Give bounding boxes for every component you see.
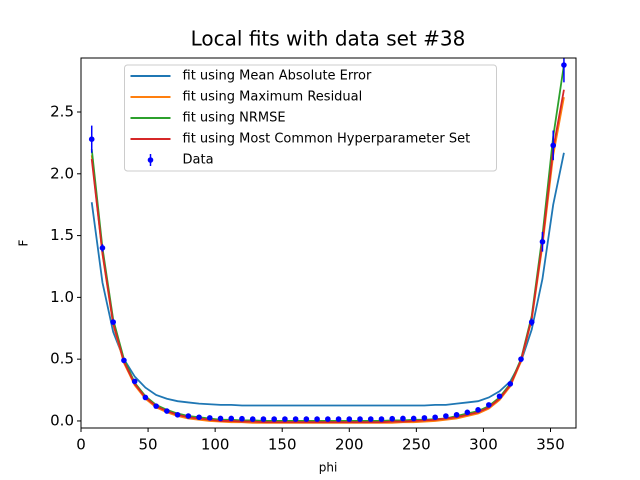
legend: fit using Mean Absolute Error fit using M… bbox=[124, 64, 497, 172]
x-tick-label: 100 bbox=[201, 436, 230, 454]
legend-box bbox=[124, 64, 497, 172]
data-point bbox=[539, 238, 546, 245]
data-point bbox=[217, 415, 224, 422]
data-point bbox=[271, 416, 277, 422]
data-point bbox=[88, 136, 95, 142]
data-point bbox=[325, 416, 331, 422]
data-point bbox=[496, 393, 503, 400]
data-point bbox=[99, 245, 106, 251]
data-point bbox=[260, 416, 267, 422]
data-point bbox=[239, 415, 245, 422]
data-point bbox=[164, 408, 170, 414]
y-tick-label: 2.0 bbox=[50, 164, 74, 182]
data-point bbox=[443, 413, 449, 419]
data-point bbox=[121, 357, 127, 364]
data-point bbox=[378, 416, 385, 422]
data-point bbox=[282, 416, 288, 422]
y-tick-label: 0.5 bbox=[50, 350, 74, 368]
data-point bbox=[432, 414, 438, 421]
data-point bbox=[185, 413, 192, 419]
data-point bbox=[528, 319, 535, 325]
x-tick-label: 150 bbox=[268, 436, 297, 454]
data-point bbox=[228, 415, 235, 422]
legend-label: fit using Maximum Residual bbox=[183, 90, 363, 105]
y-tick-label: 0.0 bbox=[50, 411, 74, 429]
data-point bbox=[400, 415, 406, 422]
data-point bbox=[303, 416, 310, 422]
data-point bbox=[486, 402, 492, 408]
legend-label: fit using Mean Absolute Error bbox=[183, 69, 373, 84]
fit-line bbox=[90, 89, 565, 424]
data-point bbox=[453, 411, 460, 418]
data-point bbox=[249, 416, 256, 422]
x-axis-label: phi bbox=[319, 461, 338, 475]
x-tick-label: 200 bbox=[335, 436, 364, 454]
x-tick-label: 350 bbox=[536, 436, 565, 454]
data-point bbox=[389, 415, 396, 422]
data-point bbox=[421, 415, 428, 421]
legend-label: fit using Most Common Hyperparameter Set bbox=[183, 132, 471, 147]
y-tick-label: 1.0 bbox=[50, 288, 74, 306]
legend-label: Data bbox=[183, 153, 214, 168]
data-point bbox=[357, 416, 363, 422]
data-point bbox=[314, 416, 320, 422]
data-point bbox=[518, 356, 524, 362]
data-point bbox=[153, 403, 159, 409]
legend-swatch bbox=[147, 157, 154, 163]
data-point bbox=[206, 415, 213, 421]
data-point bbox=[367, 416, 374, 422]
x-tick-label: 0 bbox=[76, 436, 86, 454]
y-tick-label: 2.5 bbox=[50, 103, 74, 121]
data-point bbox=[174, 411, 181, 418]
legend-label: fit using NRMSE bbox=[183, 111, 286, 126]
chart-title: Local fits with data set #38 bbox=[191, 27, 466, 51]
data-point bbox=[196, 414, 202, 421]
data-point bbox=[561, 62, 567, 68]
y-tick-label: 1.5 bbox=[50, 226, 74, 244]
data-point bbox=[335, 416, 342, 422]
x-tick-label: 250 bbox=[402, 436, 431, 454]
x-tick-label: 300 bbox=[469, 436, 498, 454]
plot-area bbox=[88, 58, 567, 424]
data-point bbox=[550, 142, 556, 149]
data-point bbox=[507, 381, 514, 387]
axes-frame bbox=[80, 57, 577, 429]
data-point bbox=[292, 416, 299, 422]
data-point bbox=[464, 409, 471, 416]
data-point bbox=[131, 378, 138, 385]
data-point bbox=[110, 319, 116, 325]
data-point bbox=[142, 394, 149, 401]
y-axis-label: F bbox=[17, 239, 31, 246]
x-tick-label: 50 bbox=[139, 436, 158, 454]
data-point bbox=[410, 415, 417, 422]
data-point bbox=[475, 407, 481, 413]
data-point bbox=[346, 416, 353, 422]
fit-line bbox=[90, 152, 565, 407]
